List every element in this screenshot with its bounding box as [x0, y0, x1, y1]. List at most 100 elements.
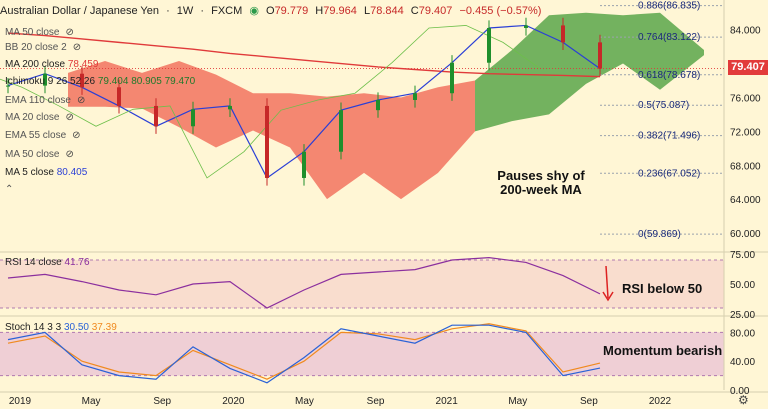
time-axis-label: Sep	[367, 396, 385, 407]
indicator-value: 78.459	[67, 59, 99, 70]
price-axis-label: 64.000	[730, 195, 761, 206]
indicator-label: MA 5 close	[5, 167, 54, 178]
annotation-rsi: RSI below 50	[622, 281, 703, 296]
time-axis-label: Sep	[580, 396, 598, 407]
indicator-value: 79.404 80.905 79.470	[97, 76, 196, 87]
indicator-ma50-b[interactable]: MA 50 close ⊘	[5, 149, 74, 160]
rsi-name: RSI 14 close	[5, 257, 62, 268]
indicator-ma50-a[interactable]: MA 50 close ⊘	[5, 27, 74, 38]
time-axis-label: 2022	[649, 396, 672, 407]
stoch-name: Stoch 14 3 3	[5, 322, 62, 333]
ohlc-c: 79.407	[418, 5, 453, 17]
time-axis-label: 2020	[222, 396, 245, 407]
rsi-band	[0, 260, 724, 308]
fib-label: 0.618(78.678)	[638, 70, 700, 81]
fib-label: 0.886(86.835)	[638, 1, 700, 12]
indicator-ma20[interactable]: MA 20 close ⊘	[5, 112, 74, 123]
eye-hidden-icon[interactable]: ⊘	[65, 149, 74, 160]
indicator-label: MA 50 close	[5, 27, 60, 38]
indicator-label: EMA 55 close	[5, 130, 67, 141]
candle-body	[450, 62, 454, 94]
candle-body	[80, 73, 84, 88]
status-dot-icon: ◉	[249, 5, 259, 17]
chart-header: Australian Dollar / Japanese Yen · 1W · …	[0, 5, 542, 17]
indicator-label: BB 20 close 2	[5, 42, 67, 53]
rsi-legend[interactable]: RSI 14 close 41.76	[5, 257, 90, 268]
rsi-axis-label: 50.00	[730, 280, 755, 291]
time-axis-label: May	[508, 396, 527, 407]
symbol-name[interactable]: Australian Dollar / Japanese Yen	[0, 5, 159, 17]
stoch-d-value: 37.39	[91, 322, 117, 333]
candle-body	[339, 110, 343, 152]
ohlc-o-label: O	[266, 5, 275, 17]
candle-body	[598, 42, 602, 69]
time-axis-label: 2019	[9, 396, 32, 407]
ohlc-l-label: L	[363, 5, 371, 17]
eye-hidden-icon[interactable]: ⊘	[72, 42, 82, 53]
indicator-ichimoku[interactable]: Ichimoku 9 26 52 26 79.404 80.905 79.470	[5, 76, 195, 87]
axes: 84.00080.00076.00072.00068.00064.00060.0…	[9, 26, 761, 407]
eye-hidden-icon[interactable]: ⊘	[72, 130, 81, 141]
fib-label: 0.382(71.496)	[638, 131, 700, 142]
fibonacci-levels: 0.886(86.835) 0.764(83.122) 0.618(78.678) 0…	[600, 1, 724, 240]
cloud-segment	[68, 61, 179, 128]
stoch-k-value: 30.50	[63, 322, 89, 333]
ohlc-l: 78.844	[370, 5, 404, 17]
candle-body	[524, 25, 528, 28]
time-axis-label: May	[295, 396, 314, 407]
indicator-label: MA 20 close	[5, 112, 60, 123]
indicator-label: Ichimoku 9 26 52 26	[5, 76, 96, 87]
rsi-line	[7, 256, 601, 309]
candle-body	[376, 100, 380, 111]
indicator-label: EMA 110 close	[5, 95, 71, 106]
rsi-pane	[7, 256, 614, 309]
ohlc-c-label: C	[410, 5, 419, 17]
candle-body	[154, 105, 158, 127]
interval-label[interactable]: 1W	[176, 5, 194, 17]
source-label: FXCM	[211, 5, 243, 17]
candle-body	[43, 73, 47, 86]
cloud-segment	[327, 80, 475, 200]
eye-hidden-icon[interactable]: ⊘	[76, 95, 86, 106]
indicator-value: 80.405	[56, 167, 88, 178]
candle-body	[191, 109, 195, 127]
indicator-ma5[interactable]: MA 5 close 80.405	[5, 167, 87, 178]
settings-gear-icon: ⚙	[738, 393, 749, 407]
rsi-arrow-head-icon	[602, 291, 614, 302]
stoch-pane	[7, 323, 601, 384]
stoch-legend[interactable]: Stoch 14 3 3 30.50 37.39	[5, 322, 117, 333]
stoch-axis-label: 0.00	[730, 386, 750, 397]
cloud-segment	[179, 61, 327, 200]
indicator-label: MA 50 close	[5, 149, 60, 160]
rsi-value: 41.76	[64, 257, 90, 268]
stoch-axis-label: 40.00	[730, 357, 755, 368]
rsi-arrow-icon	[605, 265, 609, 299]
indicator-bb20[interactable]: BB 20 close 2 ⊘	[5, 42, 81, 53]
price-axis-label: 68.000	[730, 161, 761, 172]
candle-body	[6, 85, 10, 87]
fib-label: 0.236(67.052)	[638, 168, 700, 179]
time-axis-label: 2021	[436, 396, 459, 407]
candle-body	[117, 87, 121, 106]
indicator-ma200[interactable]: MA 200 close 78.459	[5, 59, 98, 70]
collapse-legend-icon[interactable]: ⌃	[5, 184, 14, 195]
indicator-ema55[interactable]: EMA 55 close ⊘	[5, 130, 81, 141]
indicator-ema110[interactable]: EMA 110 close ⊘	[5, 95, 85, 106]
fib-label: 0(59.869)	[638, 229, 681, 240]
rsi-axis-label: 25.00	[730, 310, 755, 321]
price-axis-label: 76.000	[730, 93, 761, 104]
cloud-segment	[475, 12, 660, 132]
ohlc-h-label: H	[315, 5, 324, 17]
rsi-axis-label: 75.00	[730, 250, 755, 261]
eye-hidden-icon[interactable]: ⊘	[65, 112, 74, 123]
ohlc-o: 79.779	[274, 5, 309, 17]
eye-hidden-icon[interactable]: ⊘	[65, 27, 74, 38]
cloud-projection	[660, 12, 704, 90]
candle-body	[302, 151, 306, 178]
fib-label: 0.5(75.087)	[638, 100, 689, 111]
price-axis-label: 60.000	[730, 229, 761, 240]
price-axis-label: 72.000	[730, 127, 761, 138]
fib-label: 0.764(83.122)	[638, 32, 700, 43]
candle-body	[487, 27, 491, 63]
